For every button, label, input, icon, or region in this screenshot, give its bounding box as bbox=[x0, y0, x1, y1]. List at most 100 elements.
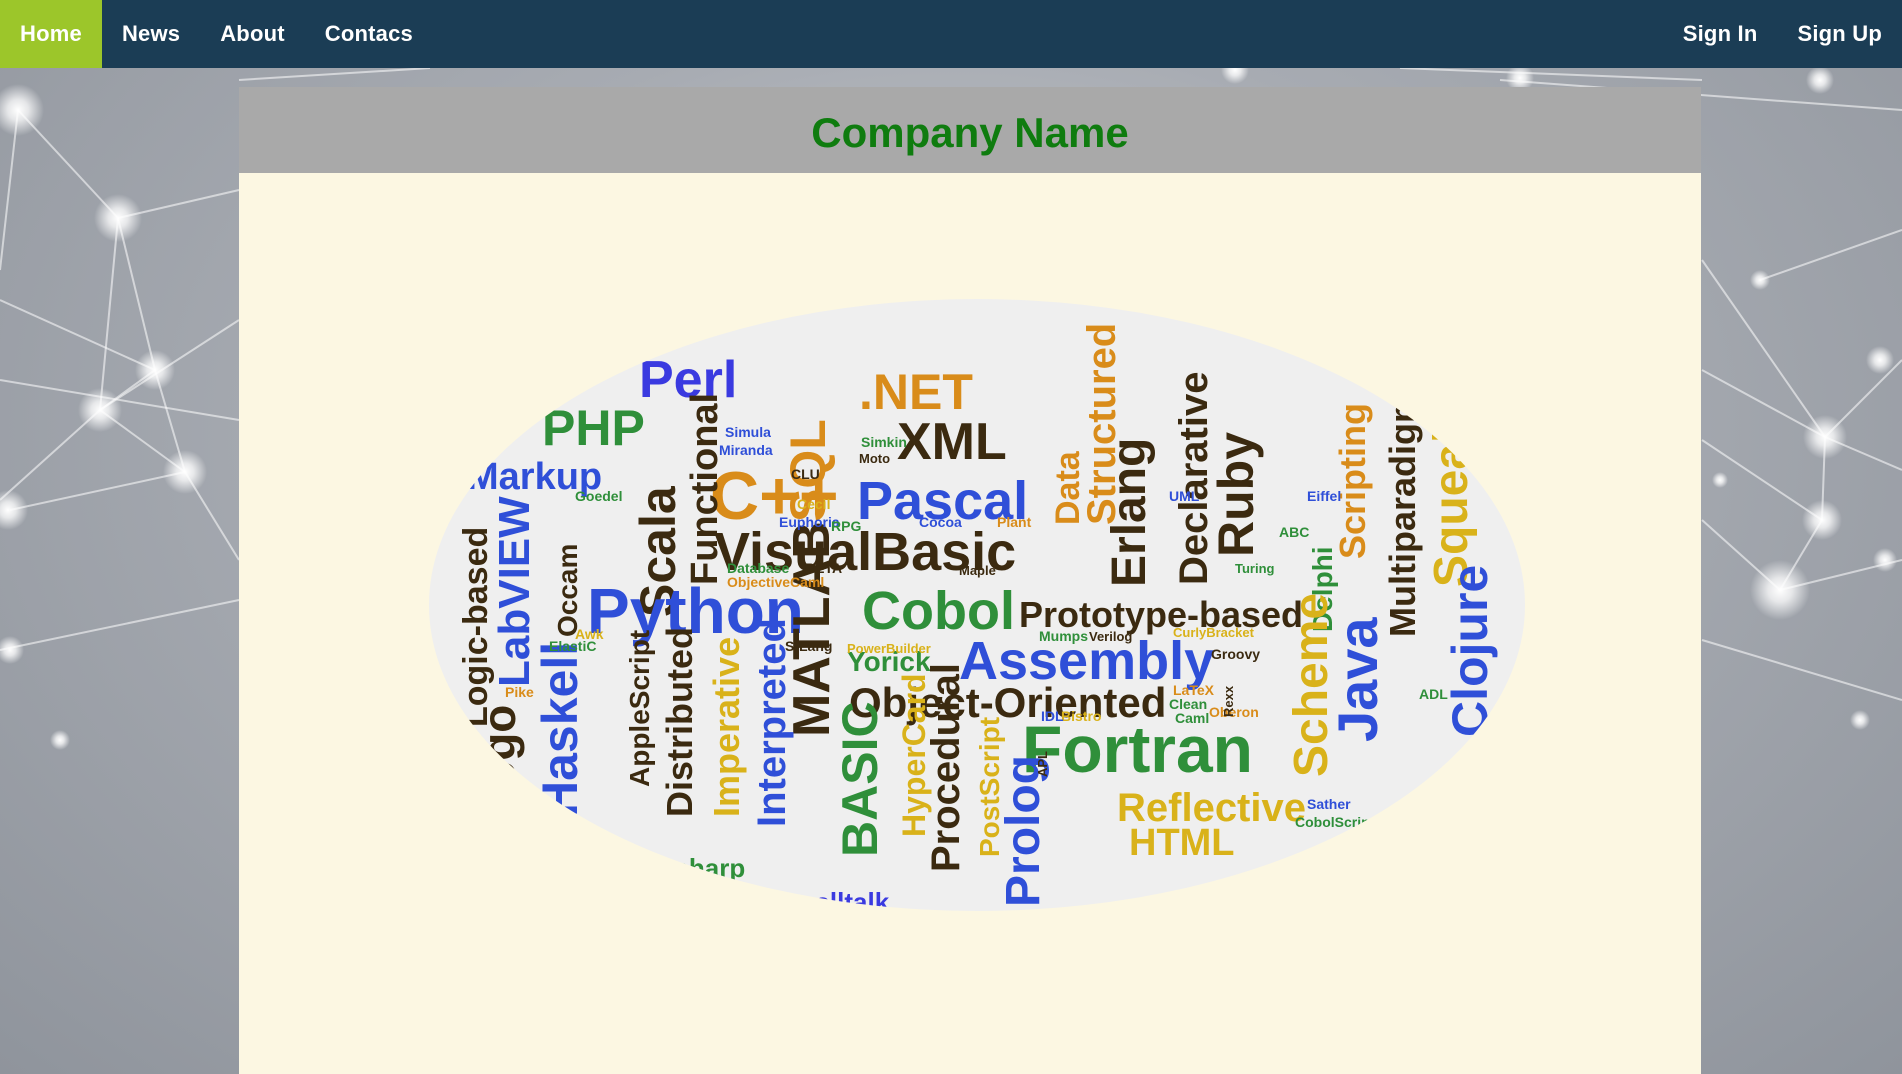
word-cloud-word: PostScript bbox=[974, 717, 1005, 857]
word-cloud-word: Occam bbox=[552, 544, 583, 637]
word-cloud-word: Eiffel bbox=[1307, 488, 1341, 504]
word-cloud-word: ElastiC bbox=[549, 638, 596, 654]
word-cloud-word: Pike bbox=[505, 684, 534, 700]
word-cloud-word: SQL bbox=[780, 419, 836, 522]
word-cloud-word: VisualBasic bbox=[714, 522, 1016, 582]
word-cloud-word: Delphi bbox=[1307, 546, 1338, 632]
word-cloud-word: C-sharp bbox=[647, 853, 745, 883]
word-cloud-word: ObjectiveCaml bbox=[727, 574, 824, 590]
word-cloud-word: Euphoria bbox=[779, 514, 840, 530]
word-cloud-word: Pascal bbox=[857, 471, 1028, 531]
sign-up-link[interactable]: Sign Up bbox=[1797, 21, 1882, 46]
word-cloud-word: Erlang bbox=[1103, 438, 1156, 587]
word-cloud-word: Awk bbox=[575, 626, 604, 642]
word-cloud-word: Distributed bbox=[659, 627, 700, 817]
word-cloud-word: Moto bbox=[859, 451, 890, 466]
word-cloud-word: Turing bbox=[1235, 561, 1275, 576]
word-cloud-word: PowerBuilder bbox=[847, 641, 931, 656]
word-cloud-word: Mumps bbox=[1039, 628, 1088, 644]
word-cloud-word: Imperative bbox=[706, 637, 747, 817]
word-cloud-word: Smalltalk bbox=[775, 887, 890, 913]
word-cloud-word: CobolScript bbox=[1295, 814, 1375, 830]
word-cloud-word: BASIC bbox=[832, 701, 888, 857]
word-cloud-word: Clojure bbox=[1442, 565, 1498, 737]
word-cloud-word: Procedural bbox=[924, 663, 968, 872]
word-cloud-word: ABC bbox=[1279, 524, 1309, 540]
sign-in-link[interactable]: Sign In bbox=[1682, 21, 1758, 46]
word-cloud-word: Logic-based bbox=[457, 527, 495, 727]
word-cloud-word: PHP bbox=[542, 400, 645, 456]
word-cloud-word: ADL bbox=[1419, 686, 1448, 702]
word-cloud-word: Python bbox=[587, 575, 804, 647]
word-cloud-word: Declarative bbox=[1172, 372, 1216, 585]
word-cloud-word: Reflective bbox=[1117, 786, 1306, 830]
word-cloud-word: XML bbox=[897, 413, 1007, 471]
word-cloud-word: Multiparadigm bbox=[1382, 391, 1423, 637]
word-cloud-word: Haskell bbox=[532, 642, 588, 817]
word-cloud-image: Perl .NET PHP XML SQL C++ Pascal Structured Data… bbox=[427, 297, 1527, 913]
word-cloud-word: Cobol bbox=[862, 581, 1015, 641]
word-cloud-word: Simula bbox=[725, 424, 771, 440]
nav-news[interactable]: News bbox=[121, 21, 181, 46]
main-content-panel: Company Name Perl .NET PHP XML SQL C++ Pascal S… bbox=[239, 87, 1701, 1074]
word-cloud-word: RPG bbox=[831, 518, 861, 534]
word-cloud-word: APL bbox=[1035, 751, 1050, 777]
word-cloud-word: Groovy bbox=[1211, 646, 1260, 662]
nav-spacer bbox=[433, 0, 1663, 68]
nav-home[interactable]: Home bbox=[0, 0, 102, 68]
word-cloud-word: Data bbox=[1049, 450, 1087, 525]
word-cloud-oval bbox=[429, 299, 1525, 911]
word-cloud-word: Sather bbox=[1307, 796, 1351, 812]
word-cloud-word: Cocoa bbox=[919, 514, 962, 530]
word-cloud-word: Plant bbox=[997, 514, 1032, 530]
word-cloud-word: Miranda bbox=[719, 442, 773, 458]
word-cloud-word: LabVIEW bbox=[490, 496, 539, 687]
word-cloud-word: Goedel bbox=[575, 488, 622, 504]
top-navbar: Home News About Contacs Sign In Sign Up bbox=[0, 0, 1902, 68]
word-cloud-word: Caml bbox=[1175, 710, 1209, 726]
word-cloud-word: Scripting bbox=[1332, 403, 1373, 559]
word-cloud-word: C++ bbox=[710, 458, 839, 534]
word-cloud-word: Structured bbox=[1080, 323, 1124, 525]
word-cloud-word: Assembly bbox=[959, 631, 1214, 691]
word-cloud-word: Squeak bbox=[1425, 416, 1478, 587]
word-cloud-word: Cecil bbox=[797, 496, 830, 512]
panel-header: Company Name bbox=[239, 87, 1701, 173]
word-cloud-word: CurlyBracket bbox=[1173, 625, 1255, 640]
word-cloud-word: .NET bbox=[859, 364, 973, 420]
word-cloud-word: Yorick bbox=[847, 646, 931, 677]
word-cloud-word: Fortran bbox=[1022, 712, 1253, 786]
word-cloud-word: MATLAB bbox=[783, 521, 841, 737]
word-cloud-word: Maple bbox=[959, 563, 996, 578]
word-cloud-word: LaTeX bbox=[1173, 682, 1215, 698]
word-cloud-word: BETA bbox=[805, 560, 842, 576]
word-cloud-word: IDL bbox=[1041, 708, 1064, 724]
word-cloud-word: Perl bbox=[639, 351, 737, 409]
word-cloud-word: Verilog bbox=[1089, 629, 1132, 644]
word-cloud-word: Prototype-based bbox=[1019, 594, 1303, 635]
page-title: Company Name bbox=[811, 109, 1129, 156]
word-cloud-word: Bistro bbox=[1061, 708, 1101, 724]
word-cloud-word: Simkin bbox=[861, 434, 907, 450]
word-cloud-word: UML bbox=[1169, 488, 1200, 504]
word-cloud-word: Clean bbox=[1169, 696, 1207, 712]
nav-contacs[interactable]: Contacs bbox=[324, 21, 413, 46]
word-cloud-word: Object-Oriented bbox=[849, 679, 1166, 726]
word-cloud-word: Oberon bbox=[1209, 704, 1259, 720]
word-cloud-word: Functional bbox=[684, 393, 726, 585]
word-cloud-word: Interpreted bbox=[750, 618, 794, 827]
word-cloud-word: HyperCard bbox=[896, 673, 932, 837]
nav-about[interactable]: About bbox=[220, 21, 285, 46]
word-cloud-word: Database bbox=[727, 560, 789, 576]
word-cloud-word: S-Lang bbox=[785, 638, 832, 654]
word-cloud-word: Prolog bbox=[997, 755, 1050, 907]
word-cloud-word: CLU bbox=[791, 466, 820, 482]
word-cloud-word: HTML bbox=[1129, 822, 1235, 864]
word-cloud-word: Java bbox=[1326, 617, 1389, 742]
word-cloud-word: Logo bbox=[473, 705, 525, 817]
word-cloud-word: AppleScript bbox=[624, 630, 655, 787]
word-cloud-word: Rexx bbox=[1221, 685, 1236, 717]
word-cloud-word: Scheme bbox=[1285, 593, 1338, 777]
